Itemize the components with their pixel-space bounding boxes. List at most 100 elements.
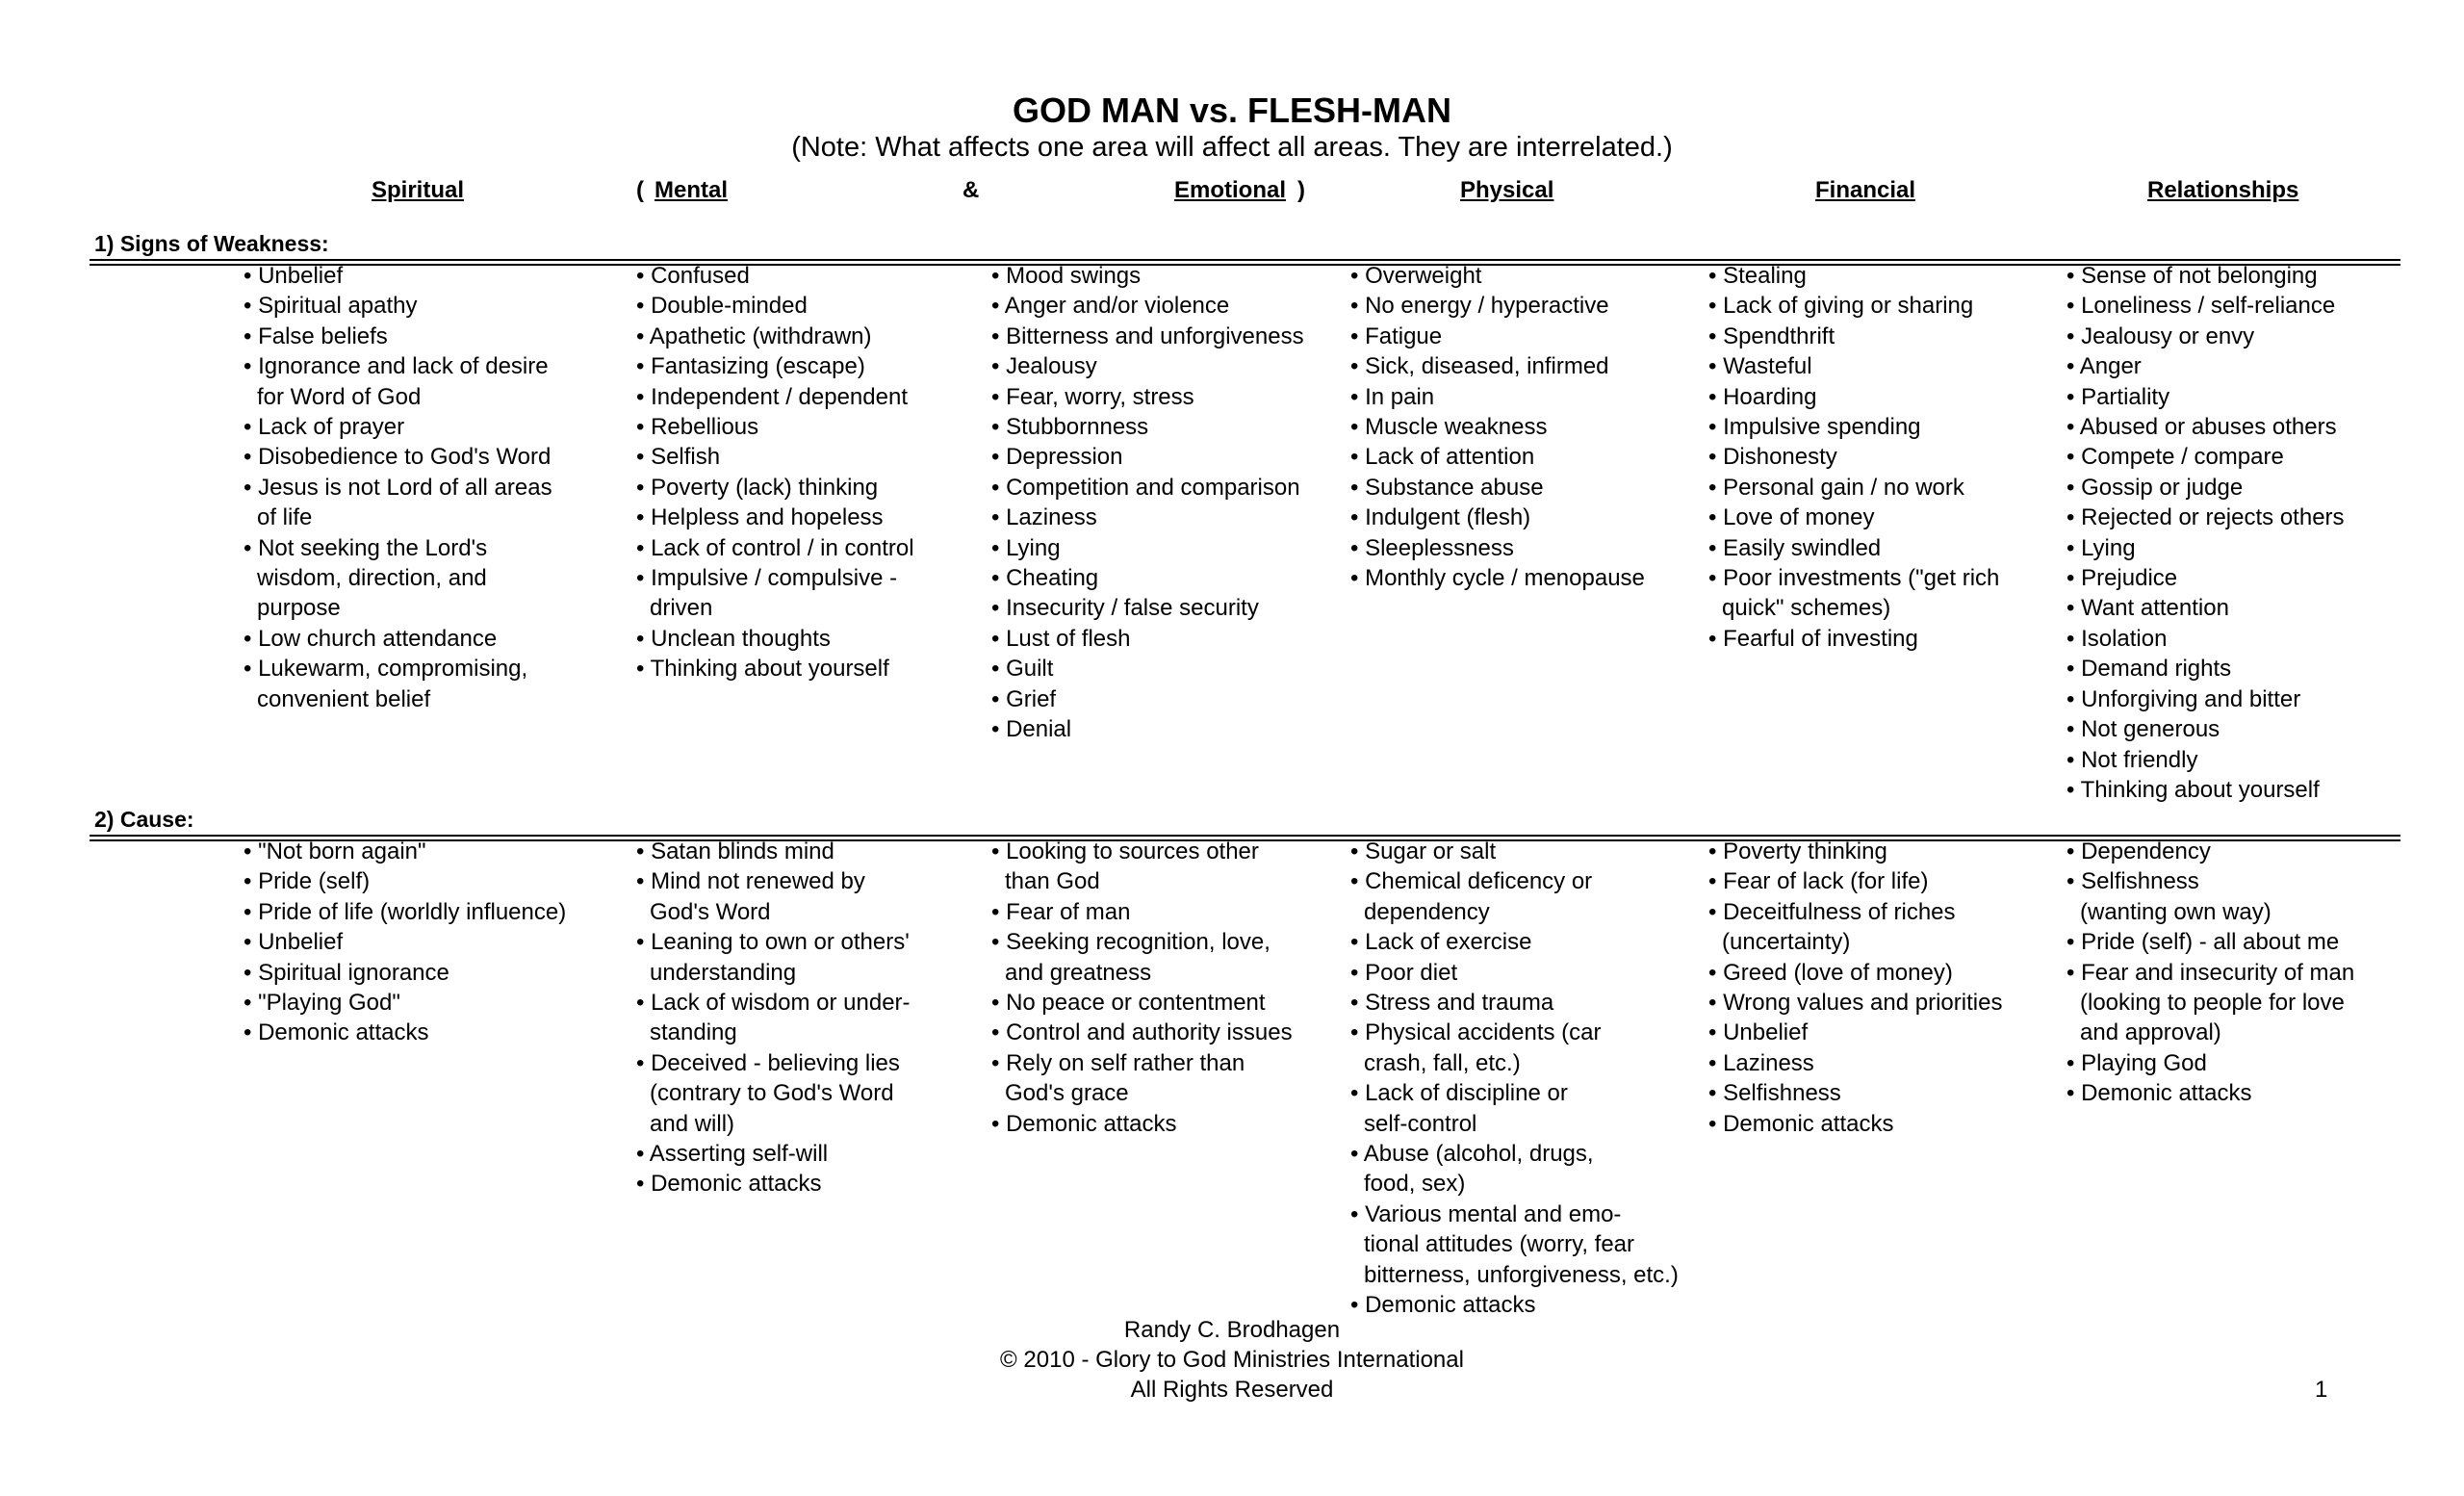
list-item: • Sense of not belonging: [2066, 263, 2318, 289]
list-item: • Wasteful: [1708, 353, 1812, 380]
list-item: • Chemical deficency or dependency: [1350, 868, 1593, 925]
list-item: • Stubbornness: [991, 414, 1149, 441]
list-item: • Lack of giving or sharing: [1708, 293, 1974, 320]
list-item: • Rebellious: [636, 414, 759, 441]
list-item: • Wrong values and priorities: [1708, 990, 2003, 1017]
column: • Satan blinds mind • Mind not renewed by…: [636, 837, 911, 1199]
list-item: • Jealousy: [991, 353, 1097, 380]
author: Randy C. Brodhagen: [1123, 1317, 1341, 1343]
rule: [90, 839, 2400, 841]
column: • "Not born again" • Pride (self) • Pride …: [244, 837, 566, 1048]
list-item: • Guilt: [991, 656, 1054, 683]
list-item: • Seeking recognition, love, and greatne…: [991, 929, 1270, 986]
list-item: • Not generous: [2066, 716, 2220, 743]
list-item: • Helpless and hopeless: [636, 504, 884, 531]
paren: ): [1297, 177, 1305, 203]
list-item: • Lack of control / in control: [636, 534, 914, 561]
column: • Sugar or salt • Chemical deficency or d…: [1350, 837, 1679, 1321]
list-item: • Rely on self rather than God's grace: [991, 1049, 1245, 1107]
list-item: • Overweight: [1350, 263, 1482, 289]
list-item: • Prejudice: [2066, 565, 2178, 592]
list-item: • Compete / compare: [2066, 444, 2284, 471]
list-item: • Unbelief: [244, 929, 344, 956]
section-label: 2) Cause:: [94, 807, 194, 832]
list-item: • Mood swings: [991, 263, 1142, 289]
list-item: • Depression: [991, 444, 1123, 471]
list-item: • Double-minded: [636, 293, 808, 320]
list-item: • Jealousy or envy: [2066, 322, 2255, 349]
list-item: • Pride (self) - all about me: [2066, 929, 2340, 956]
list-item: • Rejected or rejects others: [2066, 504, 2345, 531]
list-item: • Control and authority issues: [991, 1019, 1293, 1046]
list-item: • Lack of prayer: [244, 414, 405, 441]
list-item: • Isolation: [2066, 625, 2168, 652]
list-item: • Selfishness (wanting own way): [2066, 868, 2272, 925]
list-item: • Sick, diseased, infirmed: [1350, 353, 1609, 380]
column: • Poverty thinking • Fear of lack (for li…: [1708, 837, 2002, 1139]
list-item: • Sugar or salt: [1350, 838, 1497, 864]
column: • Mood swings • Anger and/or violence • Bi…: [991, 261, 1304, 745]
list-item: • Thinking about yourself: [2066, 776, 2320, 803]
column-header: Mental: [654, 177, 729, 203]
list-item: • Deceived - believing lies (contrary to…: [636, 1049, 900, 1137]
list-item: • Ignorance and lack of desire for Word …: [244, 353, 549, 410]
list-item: • Fearful of investing: [1708, 625, 1918, 652]
column: • Dependency • Selfishness (wanting own w…: [2066, 837, 2354, 1109]
list-item: • False beliefs: [244, 322, 388, 349]
list-item: • Disobedience to God's Word: [244, 444, 552, 471]
list-item: • Demonic attacks: [244, 1019, 429, 1046]
list-item: • Thinking about yourself: [636, 656, 889, 683]
list-item: • Unbelief: [1708, 1019, 1809, 1046]
list-item: • Demonic attacks: [1350, 1292, 1536, 1319]
note: (Note: What affects one area will affect…: [791, 132, 1673, 163]
list-item: • Unbelief: [244, 263, 344, 289]
list-item: • Easily swindled: [1708, 534, 1882, 561]
column: • Confused • Double-minded • Apathetic (wi…: [636, 261, 914, 684]
list-item: • Anger: [2066, 353, 2142, 380]
list-item: • Demonic attacks: [636, 1171, 822, 1198]
list-item: • Sleeplessness: [1350, 534, 1514, 561]
list-item: • Satan blinds mind: [636, 838, 834, 864]
title: GOD MAN vs. FLESH-MAN: [1012, 90, 1451, 130]
list-item: • In pain: [1350, 383, 1435, 410]
list-item: • Unclean thoughts: [636, 625, 831, 652]
list-item: • Jesus is not Lord of all areas of life: [244, 474, 552, 531]
list-item: • Looking to sources other than God: [991, 838, 1259, 895]
list-item: • Dishonesty: [1708, 444, 1837, 471]
list-item: • Not seeking the Lord's wisdom, directi…: [244, 534, 488, 622]
list-item: • Denial: [991, 716, 1072, 743]
list-item: • Lack of wisdom or under- standing: [636, 990, 911, 1046]
list-item: • Poor diet: [1350, 959, 1458, 986]
list-item: • Impulsive spending: [1708, 414, 1921, 441]
column: • Sense of not belonging • Loneliness / s…: [2066, 261, 2345, 805]
list-item: • Fantasizing (escape): [636, 353, 865, 380]
list-item: • Pride (self): [244, 868, 371, 895]
list-item: • Impulsive / compulsive - driven: [636, 565, 898, 622]
list-item: • Stealing: [1708, 263, 1807, 289]
list-item: • Substance abuse: [1350, 474, 1544, 501]
list-item: • Indulgent (flesh): [1350, 504, 1531, 531]
column: • Looking to sources other than God • Fea…: [991, 837, 1293, 1139]
list-item: • "Playing God": [244, 990, 400, 1017]
list-item: • Loneliness / self-reliance: [2066, 293, 2336, 320]
list-item: • Fear and insecurity of man (looking to…: [2066, 959, 2355, 1046]
column: • Unbelief • Spiritual apathy • False beli…: [244, 261, 552, 714]
column: • Stealing • Lack of giving or sharing • S…: [1708, 261, 1999, 654]
list-item: • Apathetic (withdrawn): [636, 322, 872, 349]
list-item: • Spendthrift: [1708, 322, 1835, 349]
list-item: • Confused: [636, 263, 750, 289]
list-item: • Fear, worry, stress: [991, 383, 1194, 410]
list-item: • Lying: [2066, 534, 2136, 561]
list-item: • "Not born again": [244, 838, 426, 864]
paren: (: [636, 177, 644, 203]
list-item: • Partiality: [2066, 383, 2170, 410]
list-item: • Love of money: [1708, 504, 1875, 531]
list-item: • Poverty thinking: [1708, 838, 1887, 864]
list-item: • Selfishness: [1708, 1080, 1841, 1107]
list-item: • Leaning to own or others' understandin…: [636, 929, 910, 986]
list-item: • Fear of lack (for life): [1708, 868, 1929, 895]
list-item: • Muscle weakness: [1350, 414, 1548, 441]
list-item: • Cheating: [991, 565, 1099, 592]
list-item: • Laziness: [1708, 1049, 1814, 1076]
list-item: • Personal gain / no work: [1708, 474, 1964, 501]
